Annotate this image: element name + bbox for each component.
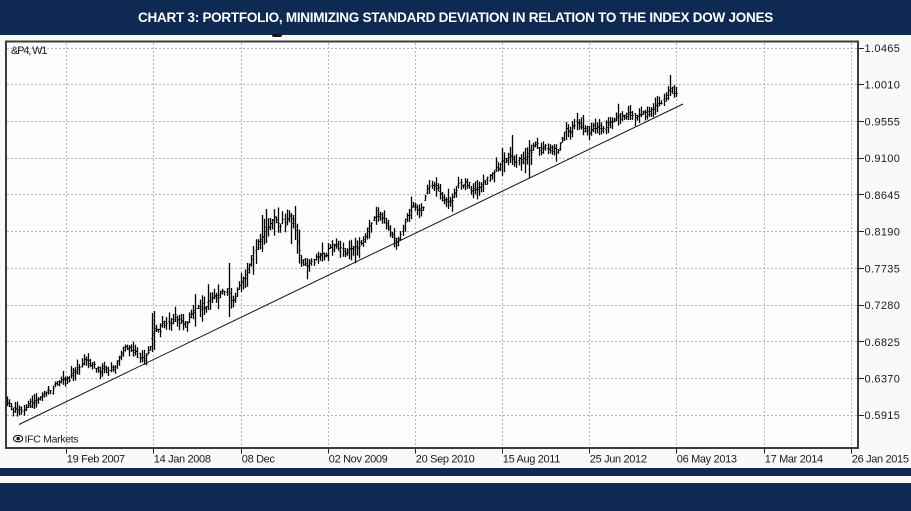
svg-text:0.9100: 0.9100 [865,153,901,165]
svg-text:0.8645: 0.8645 [865,190,901,202]
svg-text:08 Dec: 08 Dec [242,454,276,466]
svg-text:02 Nov 2009: 02 Nov 2009 [329,454,388,466]
svg-text:26 Jan 2015: 26 Jan 2015 [852,454,909,466]
svg-text:17 Mar 2014: 17 Mar 2014 [765,454,823,466]
svg-text:06 May 2013: 06 May 2013 [677,454,737,466]
svg-text:IFC Markets: IFC Markets [25,434,79,446]
svg-text:15 Aug 2011: 15 Aug 2011 [503,454,560,466]
svg-text:1.0010: 1.0010 [865,80,901,92]
svg-text:19 Feb 2007: 19 Feb 2007 [67,454,125,466]
svg-text:20 Sep 2010: 20 Sep 2010 [416,454,475,466]
svg-text:0.7280: 0.7280 [865,300,901,312]
svg-text:0.9555: 0.9555 [865,116,901,128]
svg-text:0.8190: 0.8190 [865,227,901,239]
svg-text:0.7735: 0.7735 [865,263,901,275]
svg-text:0.6825: 0.6825 [865,337,901,349]
svg-text:&P4, W1: &P4, W1 [11,45,47,57]
svg-text:14 Jan 2008: 14 Jan 2008 [154,454,211,466]
svg-text:25 Jun 2012: 25 Jun 2012 [590,454,647,466]
svg-text:0.6370: 0.6370 [865,374,901,386]
svg-text:0.5915: 0.5915 [865,410,901,422]
svg-text:1.0465: 1.0465 [865,43,901,55]
